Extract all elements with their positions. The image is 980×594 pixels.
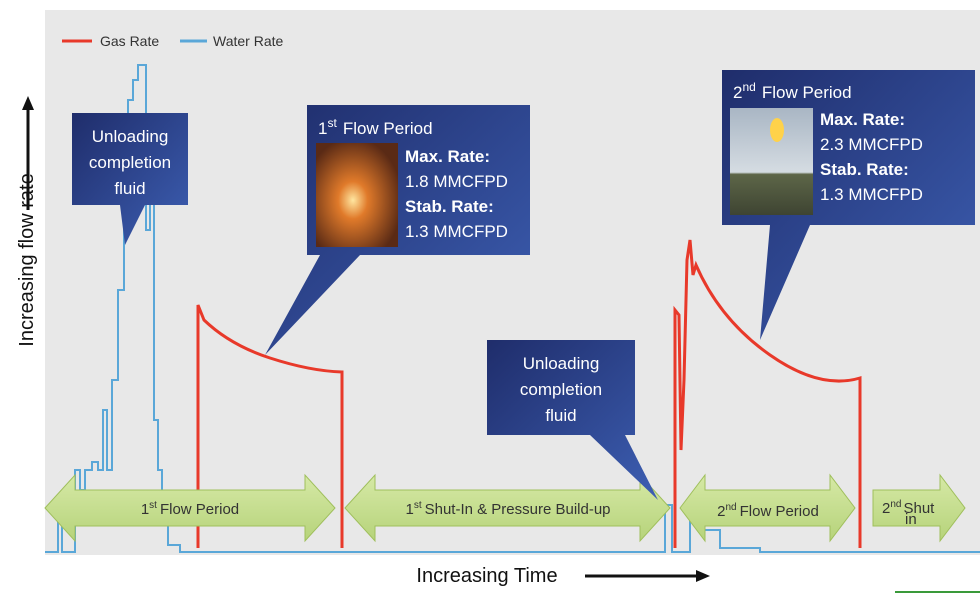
legend-label: Gas Rate (100, 33, 159, 49)
gas-curve (673, 239, 862, 548)
callout-title: 2nd Flow Period (733, 80, 852, 102)
phase-arrows (44, 473, 966, 543)
callout (487, 340, 658, 500)
x-axis-label: Increasing Time (416, 565, 557, 587)
water-curve (45, 64, 980, 553)
x-arrowhead (696, 570, 710, 582)
callout-text: Unloading completion fluid (89, 127, 171, 198)
callout-text: Max. Rate: 1.8 MMCFPD Stab. Rate: 1.3 MMCFP… (405, 147, 508, 241)
phase-label: 2nd Shut in (882, 499, 935, 528)
photo (316, 143, 398, 247)
callout-text: Unloading completion fluid (520, 354, 602, 425)
callout-text: Max. Rate: 2.3 MMCFPD Stab. Rate: 1.3 MMCFP… (820, 110, 923, 204)
phase-label: 1st Flow Period (141, 500, 239, 518)
legend-label: Water Rate (213, 33, 283, 49)
callout-title: 1st Flow Period (318, 116, 433, 138)
phase-label: 1st Shut-In & Pressure Build-up (405, 500, 610, 518)
phase-label: 2nd Flow Period (717, 502, 819, 520)
y-arrowhead (22, 96, 34, 110)
gas-curve (196, 304, 344, 548)
y-axis-label: Increasing flow rate (16, 173, 38, 346)
photo-flare (770, 118, 784, 142)
callout (72, 113, 188, 245)
